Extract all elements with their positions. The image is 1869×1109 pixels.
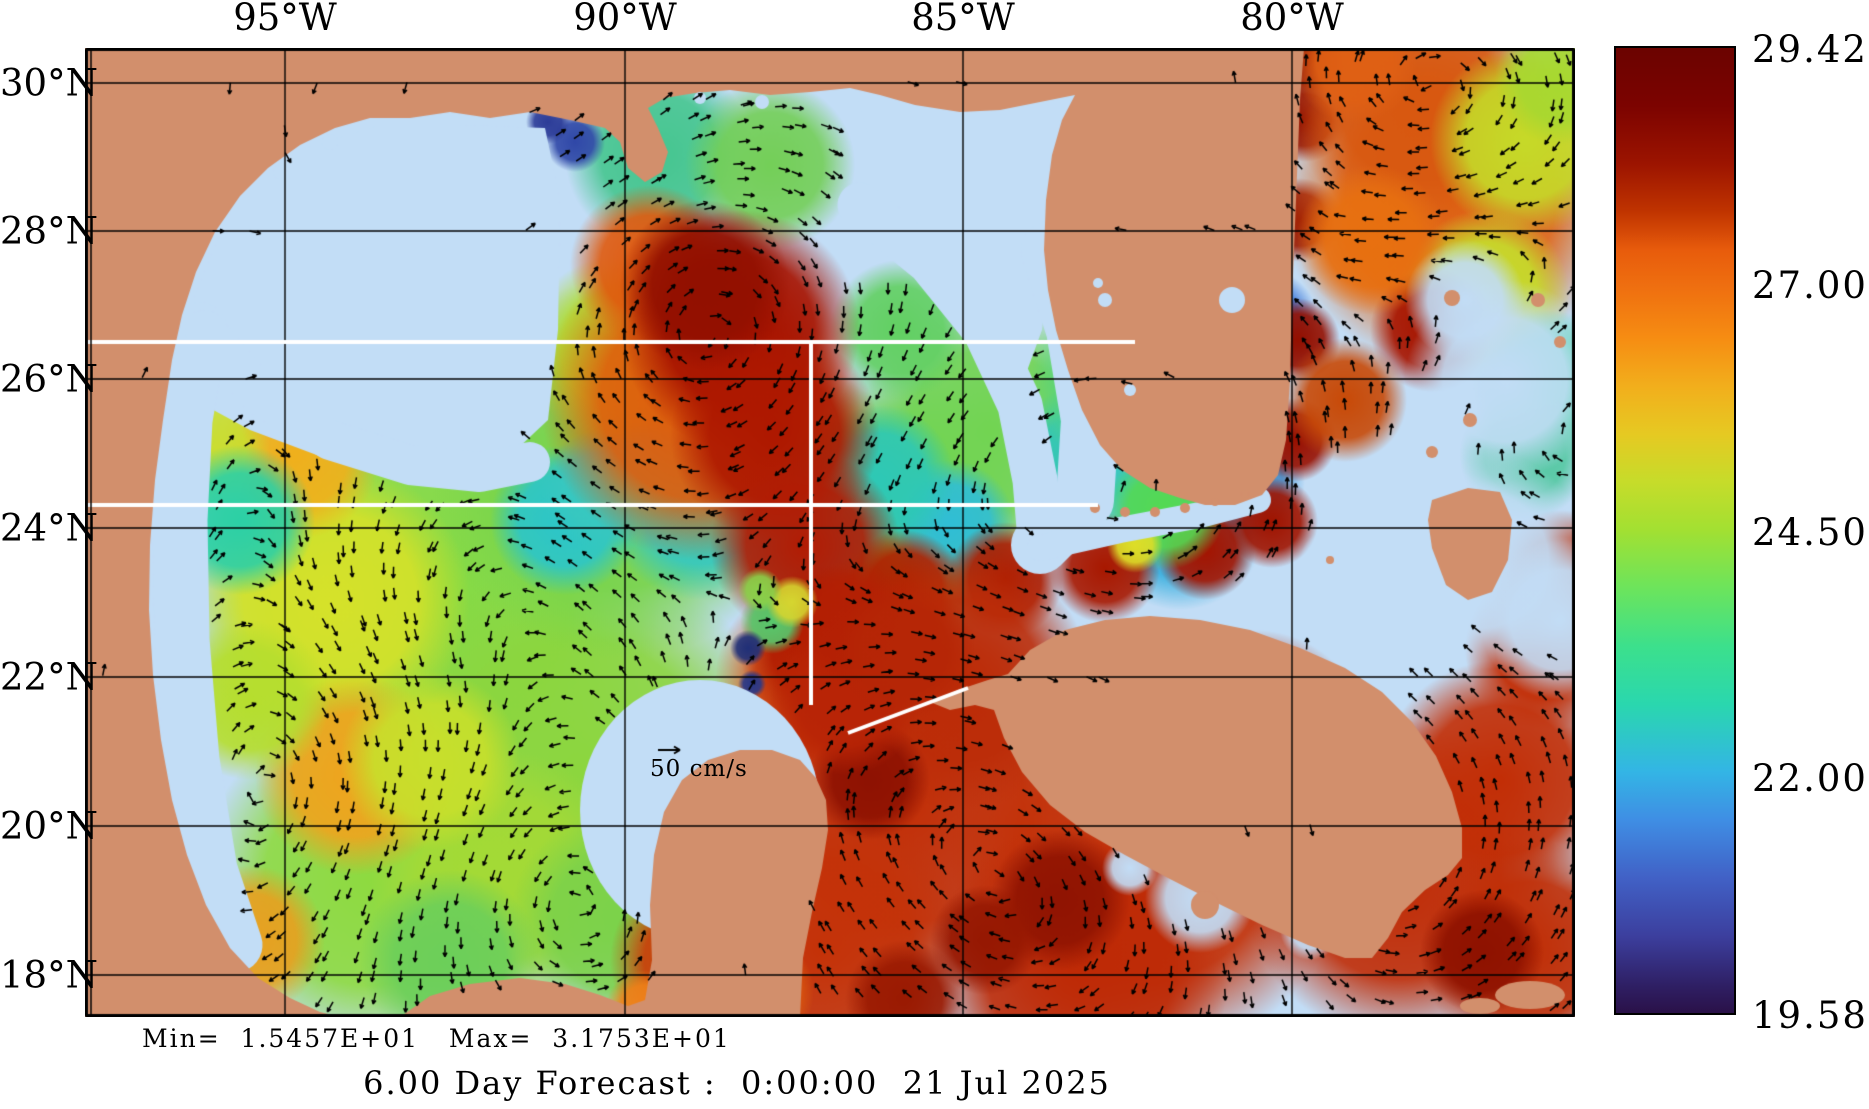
lat-tick-28n: 28°N [0, 209, 98, 253]
colorbar-tick-22: 22.00 [1752, 757, 1868, 801]
lat-tick-18n: 18°N [0, 953, 98, 997]
colorbar-tick-24-5: 24.50 [1752, 511, 1868, 555]
temperature-colorbar [1614, 46, 1736, 1015]
lat-tick-24n: 24°N [0, 506, 98, 550]
vector-scale-label: 50 cm/s [650, 756, 748, 782]
lat-tick-20n: 20°N [0, 804, 98, 848]
lat-tick-30n: 30°N [0, 61, 98, 105]
colorbar-tick-min: 19.58 [1752, 994, 1868, 1038]
figure-caption: 6.00 Day Forecast : 0:00:00 21 Jul 2025 [363, 1064, 1111, 1102]
colorbar-tick-27: 27.00 [1752, 264, 1868, 308]
sst-current-map [85, 48, 1575, 1017]
lat-tick-22n: 22°N [0, 655, 98, 699]
field-minmax-stats: Min= 1.5457E+01 Max= 3.1753E+01 [142, 1024, 731, 1053]
lon-tick-85w: 85°W [911, 0, 1015, 39]
lat-tick-26n: 26°N [0, 357, 98, 401]
lon-tick-95w: 95°W [233, 0, 337, 39]
lon-tick-80w: 80°W [1240, 0, 1344, 39]
colorbar-tick-max: 29.42 [1752, 28, 1868, 72]
lon-tick-90w: 90°W [573, 0, 677, 39]
